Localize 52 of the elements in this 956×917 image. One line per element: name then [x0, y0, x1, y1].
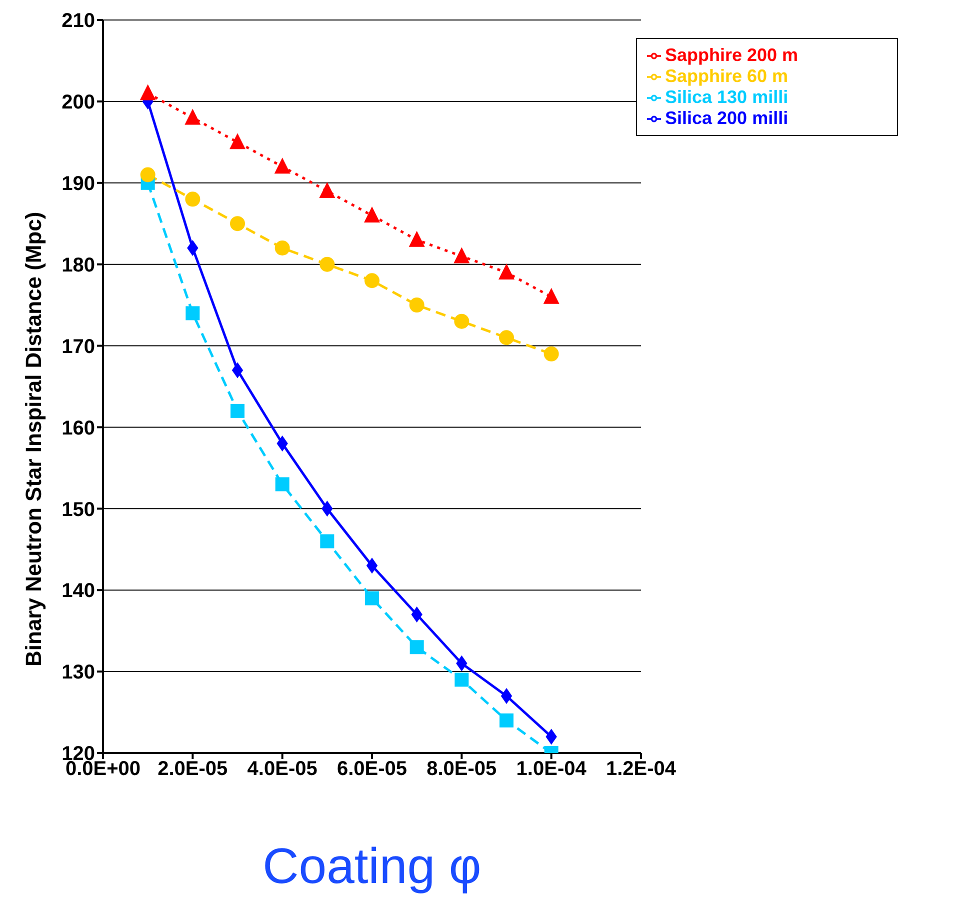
- point: [410, 640, 424, 654]
- point: [544, 346, 559, 362]
- point: [319, 182, 336, 198]
- point: [408, 230, 425, 247]
- point: [543, 288, 560, 304]
- point: [454, 314, 470, 329]
- y-tick-label: 190: [62, 172, 95, 195]
- x-tick-label: 1.0E-04: [516, 758, 588, 780]
- point: [498, 263, 514, 280]
- point: [409, 298, 424, 313]
- x-tick-label: 6.0E-05: [336, 758, 408, 780]
- point: [185, 192, 200, 207]
- legend-label: Silica 200 milli: [665, 108, 788, 128]
- y-axis-title: Binary Neutron Star Inspiral Distance (Mpc): [20, 212, 46, 666]
- y-tick-label: 210: [62, 10, 95, 32]
- point: [364, 206, 380, 222]
- x-axis-title: Coating φ: [262, 838, 482, 894]
- x-tick-label: 4.0E-05: [247, 758, 318, 780]
- point: [320, 534, 334, 548]
- point: [275, 477, 290, 492]
- point: [274, 240, 290, 256]
- point: [184, 108, 201, 125]
- y-tick-label: 180: [62, 254, 95, 276]
- x-tick-label: 1.2E-04: [606, 758, 677, 780]
- point: [366, 558, 378, 574]
- y-tick-label: 200: [62, 92, 95, 114]
- x-tick-label: 2.0E-05: [158, 758, 228, 780]
- y-tick-label: 140: [62, 580, 95, 602]
- point: [365, 591, 379, 606]
- point: [232, 362, 244, 378]
- y-tick-label: 160: [62, 417, 95, 440]
- legend-label: Sapphire 200 m: [665, 45, 798, 65]
- y-tick-label: 170: [62, 336, 95, 358]
- legend-label: Sapphire 60 m: [665, 66, 788, 86]
- point: [274, 158, 290, 174]
- point: [454, 247, 470, 264]
- point: [140, 84, 156, 100]
- point: [500, 713, 514, 728]
- point: [140, 167, 156, 182]
- point: [230, 133, 246, 150]
- point: [364, 273, 380, 288]
- point: [499, 330, 514, 346]
- legend-label: Silica 130 milli: [665, 87, 788, 107]
- point: [230, 404, 244, 418]
- point: [320, 256, 335, 272]
- point: [454, 672, 469, 687]
- y-tick-label: 130: [62, 662, 95, 684]
- x-tick-label: 8.0E-05: [426, 758, 497, 780]
- point: [186, 306, 200, 320]
- y-tick-label: 150: [62, 498, 95, 521]
- point: [500, 688, 512, 704]
- point: [230, 216, 245, 232]
